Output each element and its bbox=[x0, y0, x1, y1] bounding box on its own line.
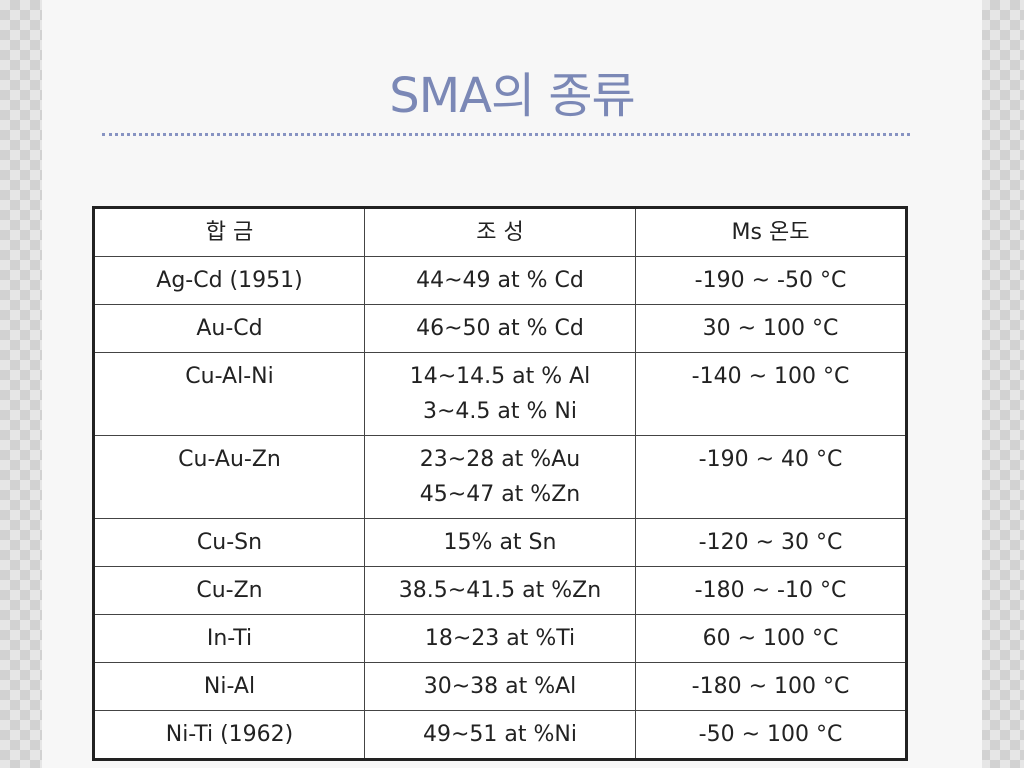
composition-line: 14~14.5 at % Al bbox=[409, 364, 591, 389]
composition-cell: 38.5~41.5 at %Zn bbox=[364, 566, 636, 615]
composition-cell: 18~23 at %Ti bbox=[364, 614, 636, 663]
ms-temperature-cell: -120 ~ 30 °C bbox=[635, 518, 907, 567]
composition-line: 38.5~41.5 at %Zn bbox=[398, 578, 602, 603]
composition-line: 44~49 at % Cd bbox=[416, 268, 584, 293]
alloy-cell: Ni-Al bbox=[93, 662, 365, 711]
header-composition: 조 성 bbox=[364, 207, 636, 257]
slide-title: SMA의 종류 bbox=[389, 68, 635, 124]
composition-line: 3~4.5 at % Ni bbox=[423, 399, 577, 424]
table-row: Cu-Al-Ni 14~14.5 at % Al 3~4.5 at % Ni -… bbox=[93, 352, 907, 436]
ms-temperature-cell: 30 ~ 100 °C bbox=[635, 304, 907, 353]
alloy-cell: Ni-Ti (1962) bbox=[93, 710, 365, 760]
table-header-row: 합 금 조 성 Ms 온도 bbox=[93, 207, 907, 257]
composition-cell: 15% at Sn bbox=[364, 518, 636, 567]
composition-line: 49~51 at %Ni bbox=[423, 722, 577, 747]
header-ms-temperature: Ms 온도 bbox=[635, 207, 907, 257]
composition-line: 30~38 at %Al bbox=[423, 674, 577, 699]
ms-temperature-cell: -50 ~ 100 °C bbox=[635, 710, 907, 760]
composition-line: 15% at Sn bbox=[443, 530, 557, 555]
slide: SMA의 종류 합 금 조 성 Ms 온도 Ag-Cd (1951) 44~49… bbox=[42, 0, 982, 768]
table-row: Au-Cd 46~50 at % Cd 30 ~ 100 °C bbox=[93, 304, 907, 353]
alloy-cell: Cu-Al-Ni bbox=[93, 352, 365, 436]
ms-temperature-cell: -180 ~ 100 °C bbox=[635, 662, 907, 711]
composition-cell: 49~51 at %Ni bbox=[364, 710, 636, 760]
alloy-cell: Cu-Au-Zn bbox=[93, 435, 365, 519]
header-alloy: 합 금 bbox=[93, 207, 365, 257]
ms-temperature-cell: -140 ~ 100 °C bbox=[635, 352, 907, 436]
table-row: Cu-Sn 15% at Sn -120 ~ 30 °C bbox=[93, 518, 907, 567]
ms-temperature-cell: -190 ~ 40 °C bbox=[635, 435, 907, 519]
table-row: Cu-Zn 38.5~41.5 at %Zn -180 ~ -10 °C bbox=[93, 566, 907, 615]
composition-line: 46~50 at % Cd bbox=[416, 316, 584, 341]
composition-cell: 30~38 at %Al bbox=[364, 662, 636, 711]
sma-types-table: 합 금 조 성 Ms 온도 Ag-Cd (1951) 44~49 at % Cd… bbox=[92, 206, 908, 761]
table-row: Ni-Ti (1962) 49~51 at %Ni -50 ~ 100 °C bbox=[93, 710, 907, 760]
composition-cell: 23~28 at %Au 45~47 at %Zn bbox=[364, 435, 636, 519]
alloy-cell: Cu-Zn bbox=[93, 566, 365, 615]
table-row: In-Ti 18~23 at %Ti 60 ~ 100 °C bbox=[93, 614, 907, 663]
title-divider bbox=[102, 133, 910, 136]
table-row: Ni-Al 30~38 at %Al -180 ~ 100 °C bbox=[93, 662, 907, 711]
composition-line: 23~28 at %Au bbox=[419, 447, 581, 472]
alloy-cell: In-Ti bbox=[93, 614, 365, 663]
composition-line: 18~23 at %Ti bbox=[424, 626, 576, 651]
table-row: Cu-Au-Zn 23~28 at %Au 45~47 at %Zn -190 … bbox=[93, 435, 907, 519]
alloy-cell: Ag-Cd (1951) bbox=[93, 256, 365, 305]
ms-temperature-cell: -190 ~ -50 °C bbox=[635, 256, 907, 305]
composition-cell: 46~50 at % Cd bbox=[364, 304, 636, 353]
ms-temperature-cell: 60 ~ 100 °C bbox=[635, 614, 907, 663]
ms-temperature-cell: -180 ~ -10 °C bbox=[635, 566, 907, 615]
alloy-cell: Cu-Sn bbox=[93, 518, 365, 567]
table-row: Ag-Cd (1951) 44~49 at % Cd -190 ~ -50 °C bbox=[93, 256, 907, 305]
composition-cell: 44~49 at % Cd bbox=[364, 256, 636, 305]
composition-line: 45~47 at %Zn bbox=[419, 482, 581, 507]
composition-cell: 14~14.5 at % Al 3~4.5 at % Ni bbox=[364, 352, 636, 436]
alloy-cell: Au-Cd bbox=[93, 304, 365, 353]
